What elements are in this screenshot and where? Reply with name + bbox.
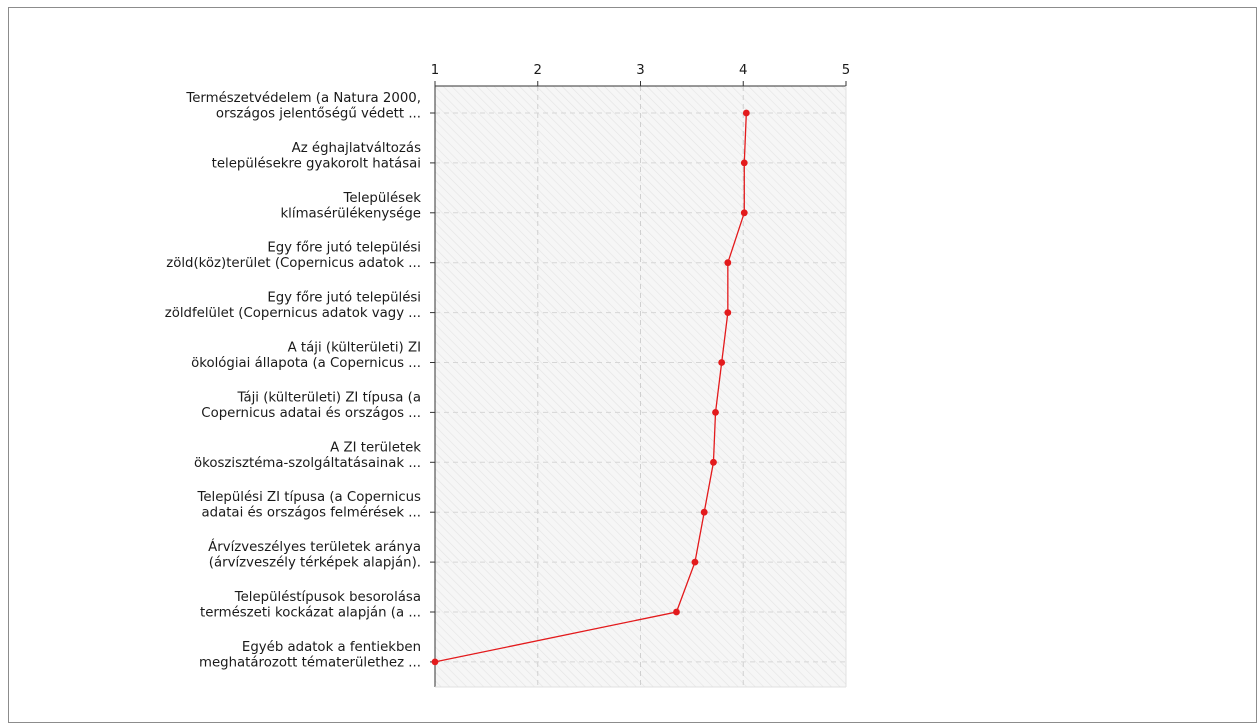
category-label: Az éghajlatváltozás településekre gyakoro… bbox=[212, 140, 421, 172]
category-label-line: Táji (külterületi) ZI típusa (a bbox=[237, 389, 421, 405]
category-label-line: természeti kockázat alapján (a ... bbox=[200, 605, 421, 621]
category-label-line: Copernicus adatai és országos ... bbox=[201, 405, 421, 421]
data-point bbox=[691, 558, 699, 566]
category-label-line: meghatározott tématerülethez ... bbox=[199, 654, 421, 670]
category-label-line: zöldfelület (Copernicus adatok vagy ... bbox=[165, 306, 421, 321]
category-label-line: Árvízveszélyes területek aránya bbox=[208, 538, 421, 555]
category-label-line: ökoszisztéma-szolgáltatásainak ... bbox=[194, 455, 421, 471]
category-label: A ZI területek ökoszisztéma-szolgáltatása… bbox=[194, 440, 421, 471]
category-label: Táji (külterületi) ZI típusa (a Copernicu… bbox=[201, 389, 421, 421]
data-point bbox=[431, 658, 439, 666]
category-label: Árvízveszélyes területek aránya (árvízves… bbox=[208, 538, 421, 571]
category-label-line: adatai és országos felmérések ... bbox=[201, 505, 421, 521]
data-point bbox=[673, 608, 680, 616]
category-label-line: Települések bbox=[343, 190, 422, 206]
data-point bbox=[710, 458, 717, 466]
category-label-line: Természetvédelem (a Natura 2000, bbox=[185, 90, 421, 106]
category-label-line: Egyéb adatok a fentiekben bbox=[242, 639, 421, 655]
series-line bbox=[431, 109, 750, 666]
data-point bbox=[718, 359, 726, 366]
data-point bbox=[740, 209, 748, 217]
category-label: Egyéb adatok a fentiekben meghatározott t… bbox=[199, 639, 421, 671]
category-label-line: országos jelentőségű védett ... bbox=[216, 106, 421, 122]
category-label-line: klímasérülékenysége bbox=[280, 205, 421, 221]
category-label-line: ökológiai állapota (a Copernicus ... bbox=[191, 355, 421, 371]
category-label-line: (árvízveszély térképek alapján). bbox=[209, 555, 421, 571]
series-polyline bbox=[434, 112, 747, 663]
category-label-line: A ZI területek bbox=[330, 440, 421, 455]
data-point bbox=[740, 159, 748, 167]
x-tick-label: 2 bbox=[534, 63, 542, 78]
category-label: Települések klímasérülékenysége bbox=[280, 190, 421, 222]
x-tick-label: 4 bbox=[739, 63, 747, 78]
category-label-line: zöld(köz)terület (Copernicus adatok ... bbox=[166, 256, 421, 271]
data-point bbox=[724, 309, 732, 316]
category-label: A táji (külterületi) ZI ökológiai állapot… bbox=[191, 340, 421, 372]
category-label: Természetvédelem (a Natura 2000, országos… bbox=[185, 90, 421, 122]
data-point bbox=[724, 259, 732, 267]
category-label-line: A táji (külterületi) ZI bbox=[288, 340, 421, 356]
category-label: Egy főre jutó települési zöldfelület (Cop… bbox=[165, 290, 421, 322]
category-label: Egy főre jutó települési zöld(köz)terület… bbox=[166, 240, 421, 272]
category-label-line: Egy főre jutó települési bbox=[267, 290, 421, 306]
category-label-line: Települési ZI típusa (a Copernicus bbox=[197, 489, 422, 505]
category-label: Településtípusok besorolása természeti ko… bbox=[200, 589, 421, 621]
category-label-line: Egy főre jutó települési bbox=[267, 240, 421, 256]
category-label: Települési ZI típusa (a Copernicus adatai… bbox=[197, 489, 422, 521]
data-point bbox=[712, 409, 719, 416]
category-label-line: településekre gyakorolt hatásai bbox=[212, 155, 421, 171]
data-point bbox=[700, 508, 708, 516]
x-tick-label: 5 bbox=[842, 63, 850, 78]
category-label-line: Településtípusok besorolása bbox=[234, 589, 421, 605]
category-labels: Természetvédelem (a Natura 2000, országos… bbox=[165, 90, 422, 670]
x-axis-ticks: 1 2 3 4 5 bbox=[430, 63, 850, 663]
x-tick-label: 1 bbox=[431, 63, 439, 78]
data-point bbox=[742, 109, 750, 117]
x-tick-label: 3 bbox=[636, 63, 644, 78]
category-label-line: Az éghajlatváltozás bbox=[292, 140, 421, 156]
